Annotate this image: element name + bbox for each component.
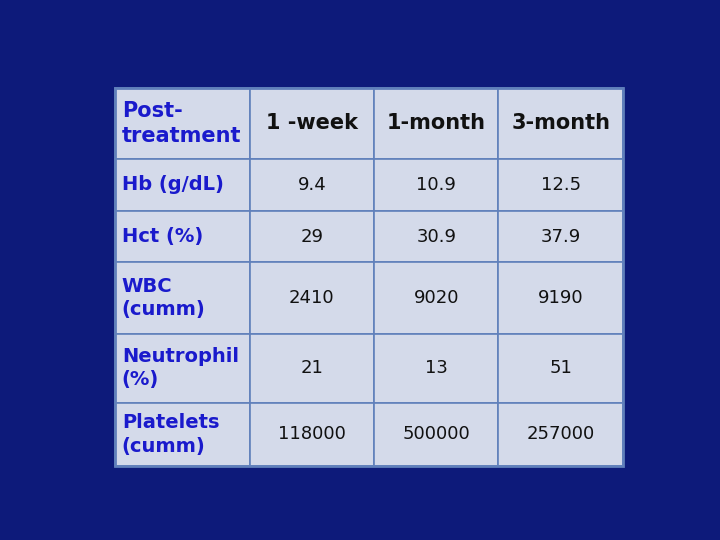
Text: 37.9: 37.9	[541, 227, 581, 246]
Text: 2410: 2410	[289, 289, 335, 307]
Text: 500000: 500000	[402, 426, 470, 443]
Text: Hb (g/dL): Hb (g/dL)	[122, 175, 224, 194]
Bar	[115, 159, 250, 211]
Bar	[115, 211, 250, 262]
Bar	[250, 262, 374, 334]
Bar	[115, 87, 250, 159]
Text: 3-month: 3-month	[511, 113, 610, 133]
Text: 9190: 9190	[538, 289, 583, 307]
Bar	[374, 87, 498, 159]
Bar	[498, 334, 623, 403]
Text: 257000: 257000	[526, 426, 595, 443]
Bar	[498, 211, 623, 262]
Text: WBC
(cumm): WBC (cumm)	[122, 276, 205, 319]
Text: 9020: 9020	[413, 289, 459, 307]
Text: 12.5: 12.5	[541, 176, 581, 194]
Text: 30.9: 30.9	[416, 227, 456, 246]
Bar	[115, 334, 250, 403]
Text: Neutrophil
(%): Neutrophil (%)	[122, 347, 239, 389]
Bar	[498, 262, 623, 334]
Bar	[374, 334, 498, 403]
Text: Platelets
(cumm): Platelets (cumm)	[122, 413, 220, 456]
Bar	[115, 403, 250, 466]
Text: 118000: 118000	[278, 426, 346, 443]
Text: 29: 29	[300, 227, 323, 246]
Bar	[374, 159, 498, 211]
Text: Hct (%): Hct (%)	[122, 227, 203, 246]
Bar	[498, 403, 623, 466]
Bar	[498, 87, 623, 159]
Bar	[498, 159, 623, 211]
Bar	[374, 403, 498, 466]
Bar	[374, 262, 498, 334]
Text: 10.9: 10.9	[416, 176, 456, 194]
Text: 1-month: 1-month	[387, 113, 486, 133]
Text: 51: 51	[549, 359, 572, 377]
Text: 21: 21	[300, 359, 323, 377]
Bar	[250, 211, 374, 262]
Text: Post-
treatment: Post- treatment	[122, 101, 241, 146]
Bar	[250, 159, 374, 211]
Text: 1 -week: 1 -week	[266, 113, 358, 133]
Text: 9.4: 9.4	[297, 176, 326, 194]
Bar	[250, 334, 374, 403]
Text: 13: 13	[425, 359, 448, 377]
Bar	[250, 403, 374, 466]
Bar	[115, 262, 250, 334]
Bar	[250, 87, 374, 159]
Bar	[374, 211, 498, 262]
